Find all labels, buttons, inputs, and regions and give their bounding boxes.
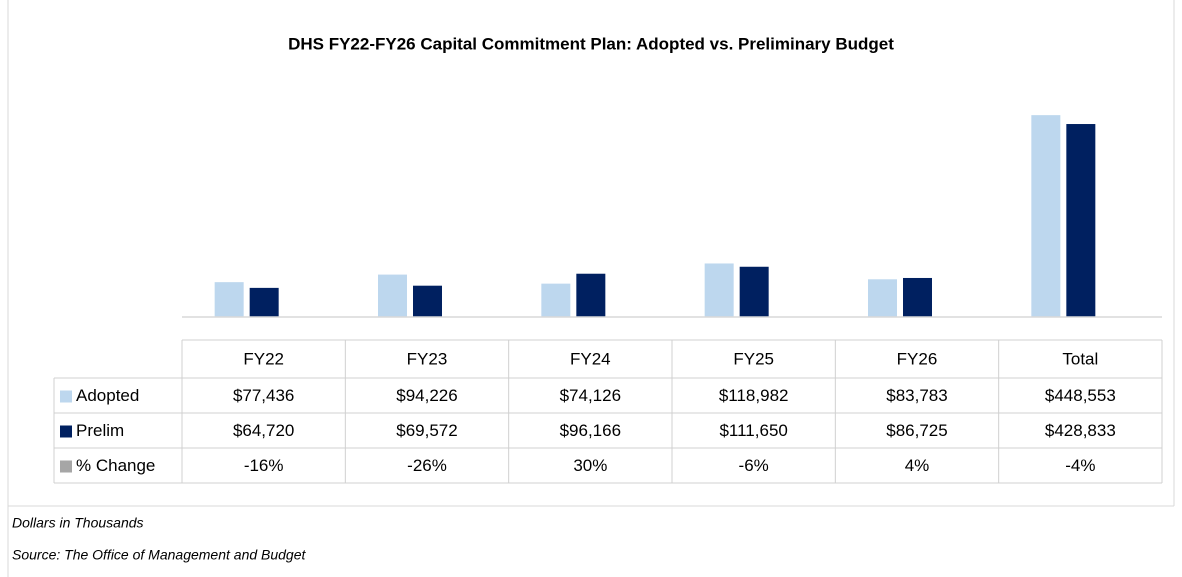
bar <box>378 274 407 317</box>
table-cell: $64,720 <box>233 421 294 440</box>
bar <box>868 279 897 317</box>
x-tick-label: FY26 <box>897 349 938 368</box>
legend-label: Prelim <box>76 421 124 440</box>
bar <box>249 287 279 317</box>
table-cell: $86,725 <box>886 421 947 440</box>
table-cell: -6% <box>739 456 769 475</box>
legend-key <box>60 425 72 438</box>
table-cell: -4% <box>1065 456 1095 475</box>
table-cell: -26% <box>407 456 447 475</box>
table-cell: 30% <box>573 456 607 475</box>
note: Source: The Office of Management and Bud… <box>12 547 307 563</box>
table-cell: $96,166 <box>560 421 621 440</box>
bar <box>214 282 244 317</box>
table-cell: $83,783 <box>886 386 947 405</box>
legend-label: % Change <box>76 456 155 475</box>
x-tick-label: FY24 <box>570 349 611 368</box>
bar <box>541 283 571 317</box>
table-cell: $69,572 <box>396 421 457 440</box>
table-cell: $448,553 <box>1045 386 1116 405</box>
bar <box>576 273 606 317</box>
bar <box>739 266 769 317</box>
legend-label: Adopted <box>76 386 139 405</box>
table-cell: $428,833 <box>1045 421 1116 440</box>
bar <box>1031 115 1061 317</box>
table-cell: $111,650 <box>719 421 787 440</box>
bar <box>704 263 734 317</box>
table-cell: 4% <box>905 456 930 475</box>
x-tick-label: FY22 <box>243 349 284 368</box>
x-tick-label: FY23 <box>407 349 448 368</box>
chart-title: DHS FY22-FY26 Capital Commitment Plan: A… <box>288 34 894 53</box>
x-tick-label: FY25 <box>733 349 774 368</box>
x-tick-label: Total <box>1062 349 1098 368</box>
note: Dollars in Thousands <box>12 515 144 531</box>
legend-key <box>60 390 72 403</box>
legend-key <box>60 460 72 473</box>
table-cell: $118,982 <box>719 386 789 405</box>
bar <box>903 277 932 317</box>
bar <box>413 285 442 317</box>
table-cell: $77,436 <box>233 386 294 405</box>
table-cell: -16% <box>244 456 284 475</box>
table-cell: $74,126 <box>560 386 621 405</box>
table-cell: $94,226 <box>396 386 457 405</box>
bar <box>1066 124 1096 317</box>
